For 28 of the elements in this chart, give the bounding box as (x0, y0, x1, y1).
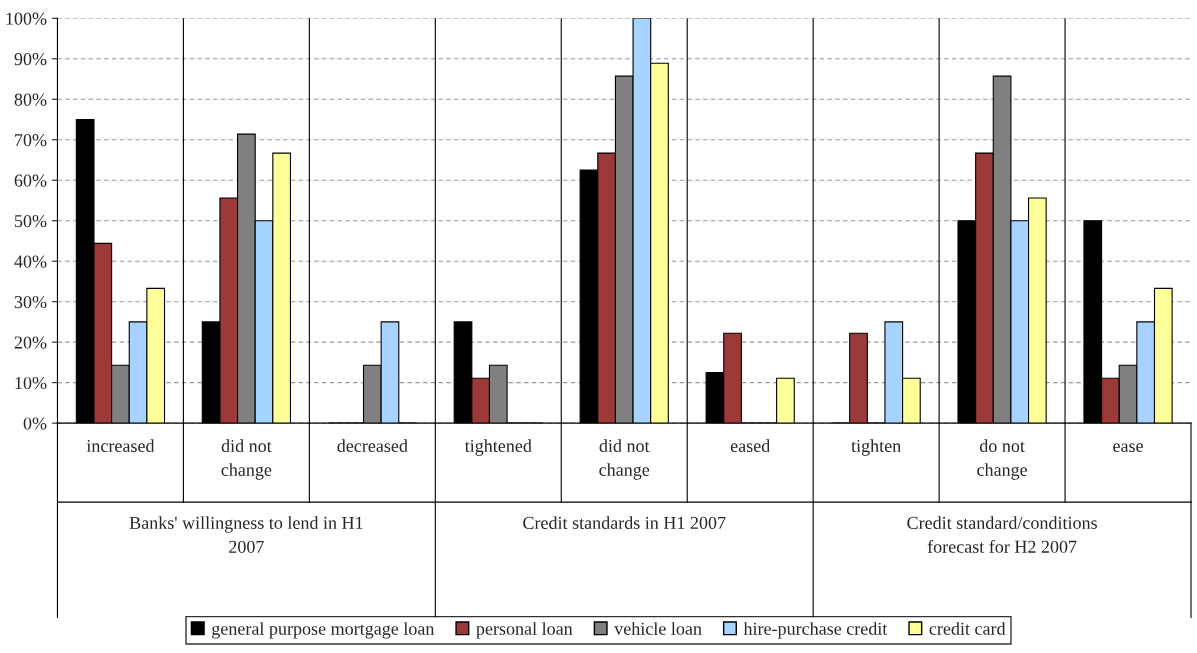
y-tick-label: 100% (6, 12, 47, 25)
x-tick-label: did not change (221, 439, 272, 480)
text: Credit standard/conditions forecast for H2 2007 (907, 516, 1097, 553)
x-tick-label: tightened (464, 439, 532, 456)
x-tick-label: tighten (851, 439, 901, 456)
legend-label: credit card (929, 622, 1006, 635)
x-tick-label: decreased (337, 439, 408, 453)
y-tick-label: 0% (23, 417, 47, 430)
x-tick-label: ease (1113, 443, 1143, 453)
x-tick-label: do not change (977, 439, 1028, 480)
y-tick-label: 40% (14, 255, 47, 268)
legend-label: general purpose mortgage loan (212, 622, 435, 639)
legend-label: vehicle loan (614, 622, 702, 635)
x-tick-label: did not change (599, 439, 650, 480)
y-tick-label: 60% (14, 174, 47, 187)
legend-label: hire-purchase credit (743, 622, 888, 639)
text: Banks' willingness to lend in H1 2007 (129, 516, 363, 553)
x-tick-label: increased (86, 439, 155, 453)
y-tick-label: 70% (15, 134, 47, 147)
y-tick-label: 80% (14, 93, 47, 106)
y-tick-label: 90% (14, 53, 47, 66)
y-tick-label: 50% (14, 214, 47, 228)
y-tick-label: 30% (14, 295, 47, 309)
legend-label: personal loan (476, 622, 573, 639)
y-tick-label: 10% (15, 376, 47, 390)
y-tick-label: 20% (14, 336, 47, 349)
x-tick-label: eased (730, 439, 771, 453)
text: Credit standards in H1 2007 (523, 516, 726, 529)
